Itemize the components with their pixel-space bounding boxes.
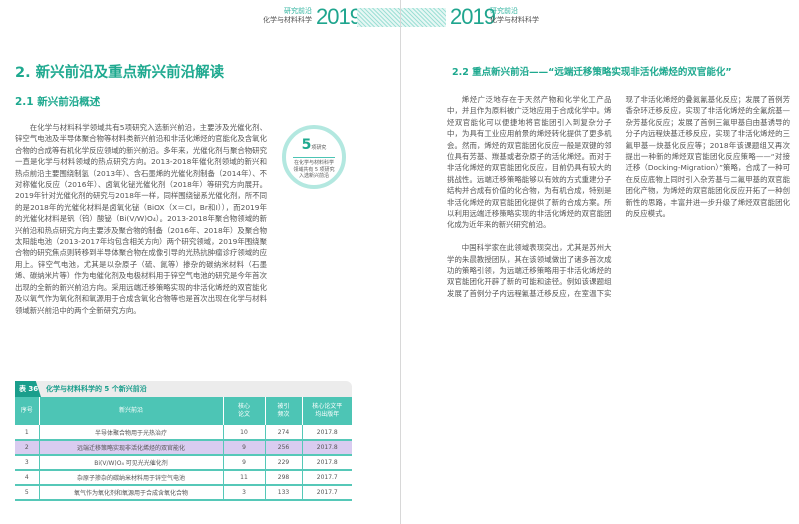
cell-front: 杂原子掺杂的碳纳米材料用于锌空气电池 xyxy=(39,470,224,486)
cell-mean-year: 2017.8 xyxy=(302,455,352,471)
table-row: 5 氧气作为氧化剂和氧源用于合成含氧化合物 3 133 2017.7 xyxy=(15,485,352,501)
callout-number-line: 5项研究 xyxy=(286,138,342,155)
right-page: 2019 研究前沿 化学与材料科学 xyxy=(400,0,799,524)
col-header-citations: 被引频次 xyxy=(265,397,303,425)
subsection-heading: 2.1 新兴前沿概述 xyxy=(15,96,101,108)
cell-front: 远端迁移策略实现非活化烯烃的双官能化 xyxy=(39,440,224,456)
callout-number: 5 xyxy=(301,137,312,153)
cell-index: 4 xyxy=(15,470,40,486)
col-header-core-papers: 核心论文 xyxy=(223,397,266,425)
paragraph: 烯烃广泛地存在于天然产物和化学化工产品中，并且作为原料被广泛地应用于合成化学中。… xyxy=(447,95,612,230)
cell-front: Bi(V/W)O₄ 可见光光催化剂 xyxy=(39,455,224,471)
cell-core-papers: 11 xyxy=(223,470,266,486)
callout-text: 在化学与材料科学领域共有 5 项研究入选新兴前沿 xyxy=(293,160,335,179)
running-header: 研究前沿 化学与材料科学 xyxy=(263,7,312,25)
left-page: 研究前沿 化学与材料科学 2019 2. 新兴前沿及重点新兴前沿解读 2.1 新… xyxy=(15,4,400,501)
header-year: 2019 xyxy=(316,4,362,29)
cell-core-papers: 3 xyxy=(223,485,266,501)
cell-citations: 256 xyxy=(265,440,303,456)
table-header-row: 序号 新兴前沿 核心论文 被引频次 核心论文平均出版年 xyxy=(15,397,352,425)
cell-index: 3 xyxy=(15,455,40,471)
cell-index: 5 xyxy=(15,485,40,501)
callout-divider xyxy=(293,157,335,158)
section-heading: 2. 新兴前沿及重点新兴前沿解读 xyxy=(15,65,225,81)
cell-front: 氧气作为氧化剂和氧源用于合成含氧化合物 xyxy=(39,485,224,501)
cell-mean-year: 2017.7 xyxy=(302,470,352,486)
cell-citations: 229 xyxy=(265,455,303,471)
header-series: 研究前沿 xyxy=(490,7,518,15)
header-year: 2019 xyxy=(450,4,496,29)
header-subject: 化学与材料科学 xyxy=(263,16,312,24)
col-header-index: 序号 xyxy=(15,397,40,425)
col-header-mean-year: 核心论文平均出版年 xyxy=(302,397,352,425)
paragraph: 中国科学家在此领域表现突出，尤其是苏州大学的朱晨教授团队，其在该领域做出了诸多首… xyxy=(447,95,790,298)
col-header-front: 新兴前沿 xyxy=(39,397,224,425)
header-subject: 化学与材料科学 xyxy=(490,16,539,24)
header-series: 研究前沿 xyxy=(284,7,312,15)
table-row: 2 远端迁移策略实现非活化烯烃的双官能化 9 256 2017.8 xyxy=(15,440,352,456)
cell-core-papers: 9 xyxy=(223,440,266,456)
cell-core-papers: 9 xyxy=(223,455,266,471)
table-row: 4 杂原子掺杂的碳纳米材料用于锌空气电池 11 298 2017.7 xyxy=(15,470,352,486)
table-row: 1 半导体聚合物用于光热治疗 10 274 2017.8 xyxy=(15,425,352,441)
paragraph: 在化学与材料科学领域共有5项研究入选新兴前沿，主要涉及光催化剂、锌空气电池及半导… xyxy=(15,123,267,315)
cell-index: 1 xyxy=(15,425,40,441)
emerging-fronts-table: 序号 新兴前沿 核心论文 被引频次 核心论文平均出版年 1 半导体聚合物用于光热治… xyxy=(15,397,352,501)
table-row: 3 Bi(V/W)O₄ 可见光光催化剂 9 229 2017.8 xyxy=(15,455,352,471)
body-text: 在化学与材料科学领域共有5项研究入选新兴前沿，主要涉及光催化剂、锌空气电池及半导… xyxy=(15,122,267,316)
cell-mean-year: 2017.7 xyxy=(302,485,352,501)
section-heading: 2.2 重点新兴前沿——“远端迁移策略实现非活化烯烃的双官能化” xyxy=(452,67,732,78)
callout-circle: 5项研究 在化学与材料科学领域共有 5 项研究入选新兴前沿 xyxy=(282,125,346,189)
header-hatch-decoration xyxy=(401,8,446,27)
header-hatch-decoration xyxy=(357,8,400,27)
running-header: 研究前沿 化学与材料科学 xyxy=(490,7,539,25)
cell-citations: 274 xyxy=(265,425,303,441)
body-text-columns: 烯烃广泛地存在于天然产物和化学化工产品中，并且作为原料被广泛地应用于合成化学中。… xyxy=(447,94,790,308)
table-number: 表 36 xyxy=(15,381,41,397)
cell-citations: 298 xyxy=(265,470,303,486)
table-title: 化学与材料科学的 5 个新兴前沿 xyxy=(46,385,147,393)
cell-core-papers: 10 xyxy=(223,425,266,441)
cell-index: 2 xyxy=(15,440,40,456)
cell-citations: 133 xyxy=(265,485,303,501)
cell-front: 半导体聚合物用于光热治疗 xyxy=(39,425,224,441)
table-caption-bar: 表 36 化学与材料科学的 5 个新兴前沿 xyxy=(15,381,352,397)
callout-unit: 项研究 xyxy=(311,145,327,151)
cell-mean-year: 2017.8 xyxy=(302,425,352,441)
cell-mean-year: 2017.8 xyxy=(302,440,352,456)
